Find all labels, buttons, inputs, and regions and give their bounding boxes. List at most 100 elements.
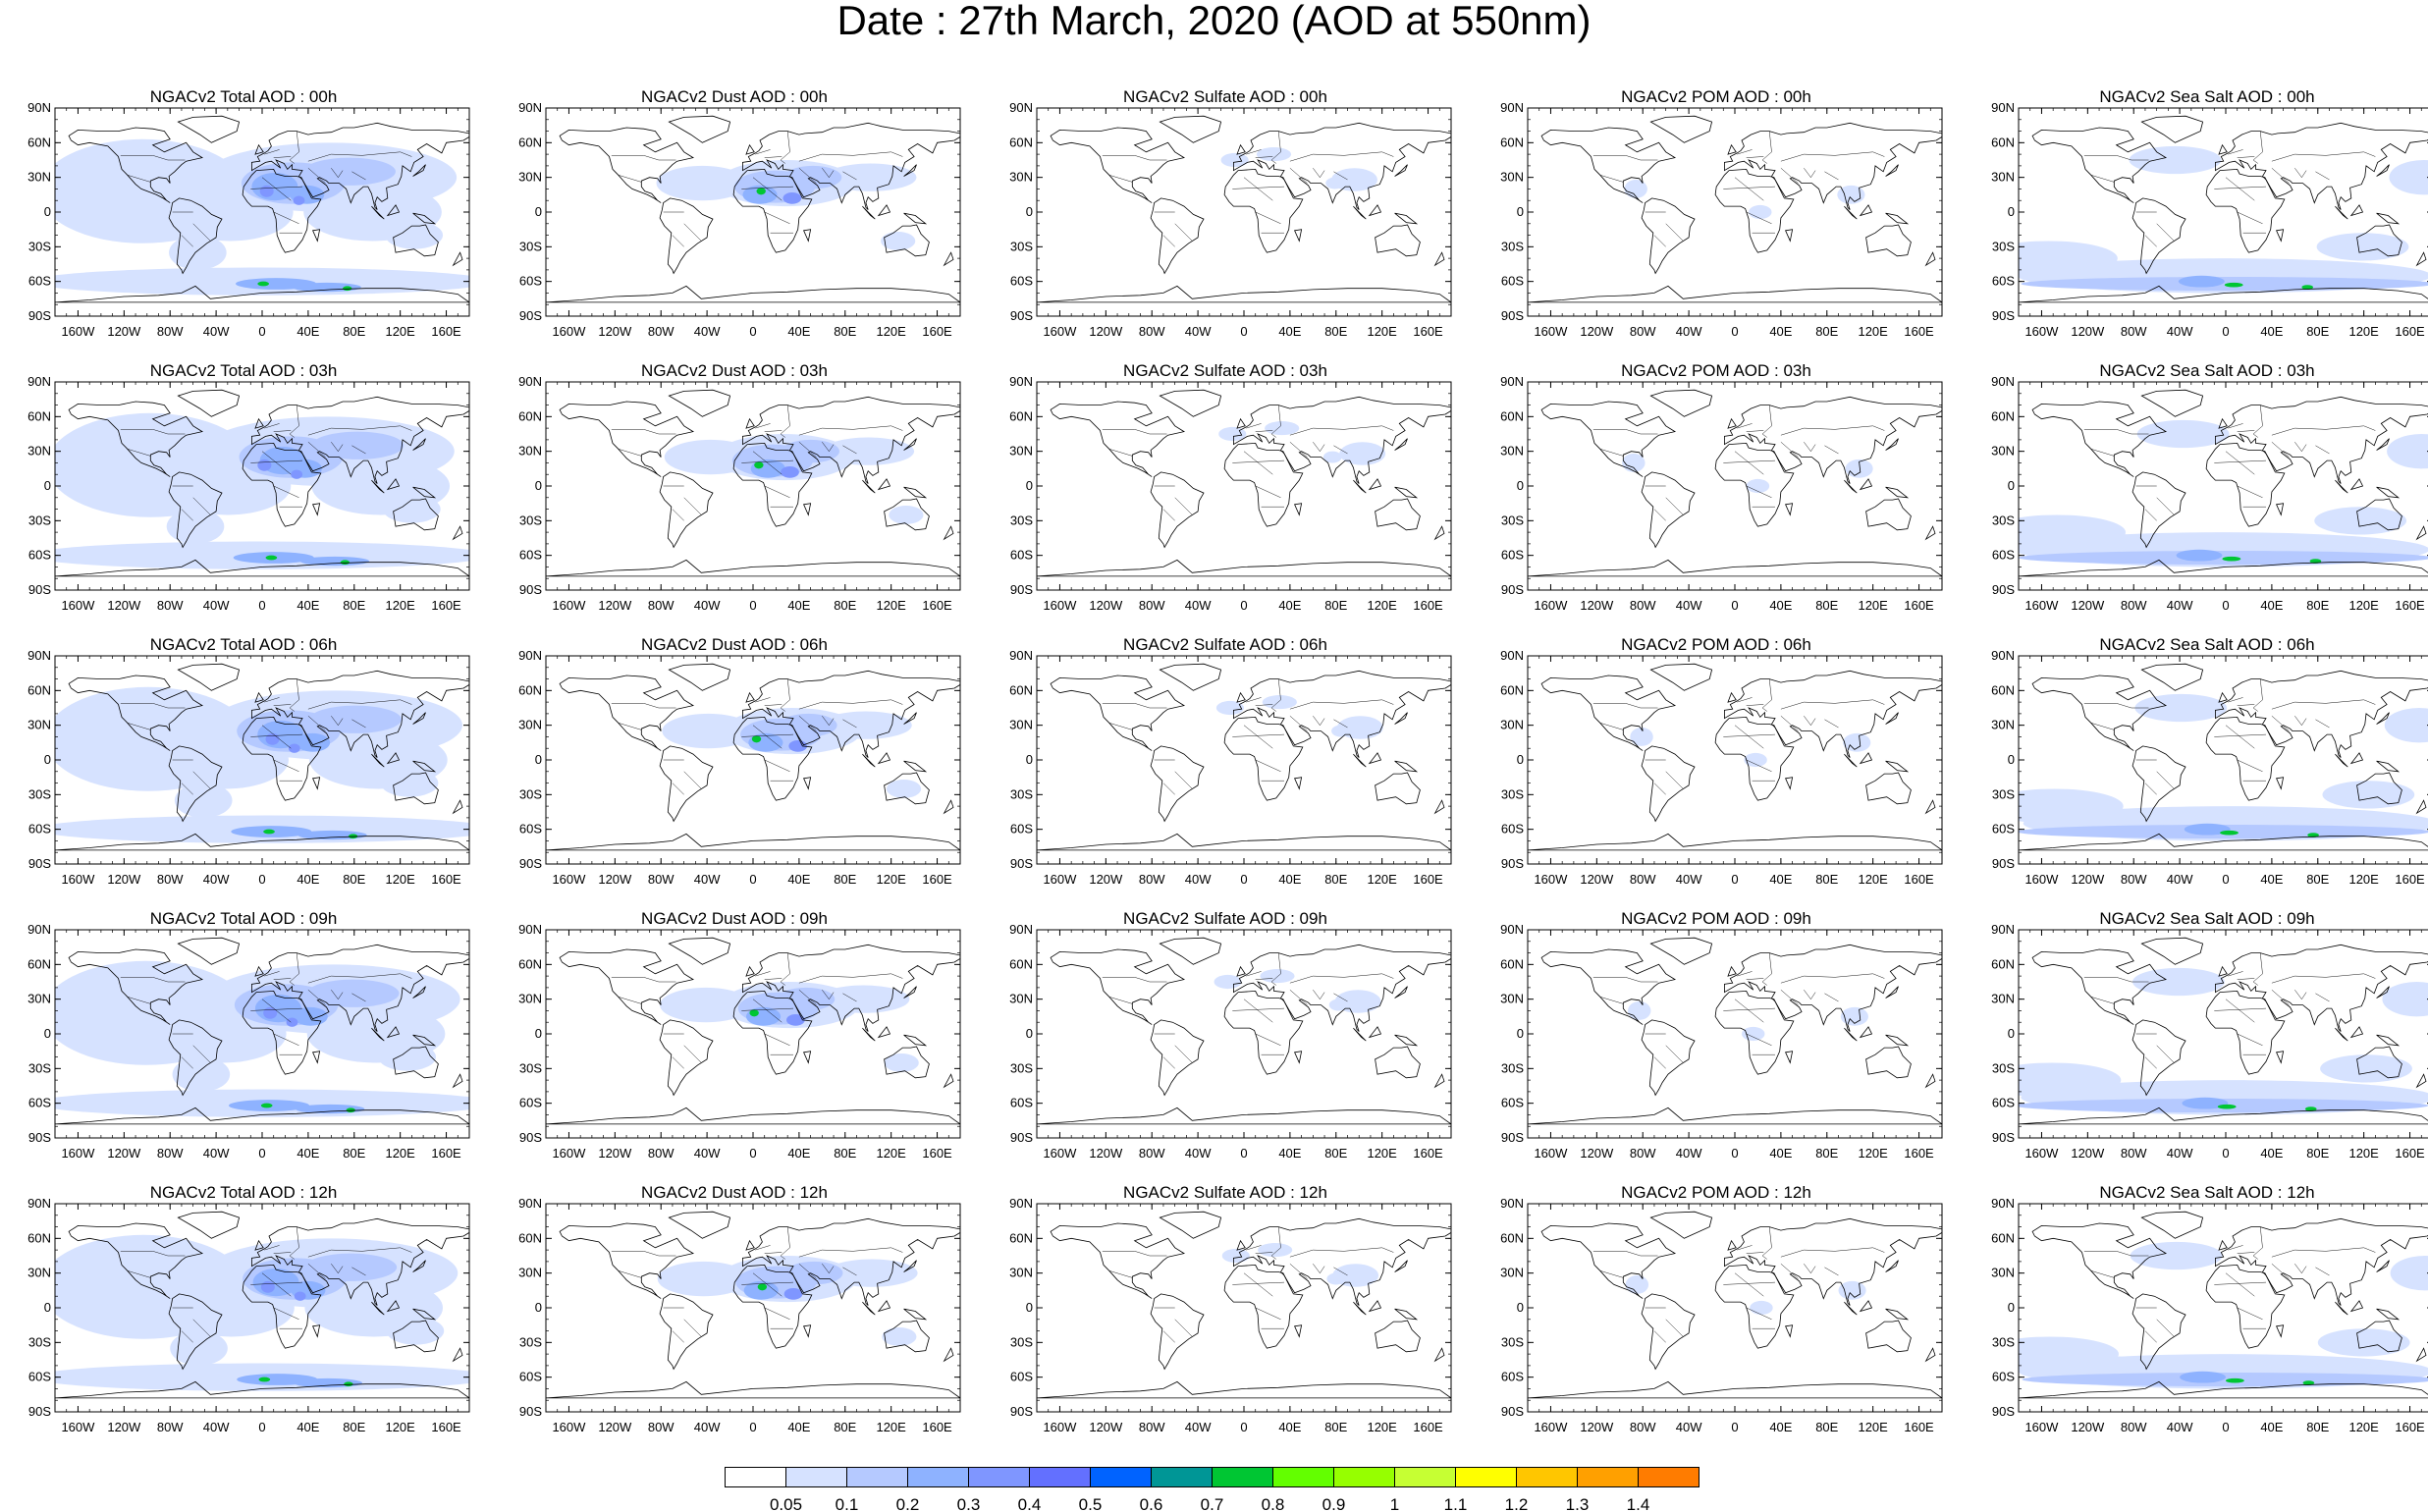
coastline xyxy=(1375,1046,1421,1079)
lon-tick-label: 80W xyxy=(157,324,184,339)
coastline xyxy=(1433,251,1445,267)
colorbar-label: 0.05 xyxy=(770,1495,802,1512)
coastline xyxy=(1375,772,1421,805)
coastline xyxy=(1865,772,1912,805)
coastline xyxy=(745,691,755,703)
lon-tick-label: 40W xyxy=(1185,324,1212,339)
colorbar-label: 0.6 xyxy=(1140,1495,1163,1512)
lon-tick-label: 160W xyxy=(2024,1420,2059,1434)
aerosol-field xyxy=(1322,451,1342,463)
world-map: 90N 60N 30N 0 30S 60S 90S 160W 120W 80W 40W 0 40E 80E… xyxy=(27,1196,470,1434)
coastline xyxy=(1714,442,1795,527)
coastline xyxy=(371,479,385,494)
aerosol-field xyxy=(306,979,400,1007)
aerosol-field xyxy=(2136,419,2230,449)
map-panel: NGACv2 Sulfate AOD : 09h 90N 60N 30N 0 30S 60S… xyxy=(999,910,1490,1175)
coastline xyxy=(2356,1320,2402,1353)
lon-tick-label: 160W xyxy=(1043,1146,1077,1161)
lat-tick-label: 90N xyxy=(1991,1196,2015,1211)
lon-tick-label: 160E xyxy=(431,872,461,887)
lon-tick-label: 80E xyxy=(834,598,856,613)
lon-tick-label: 40E xyxy=(1769,1146,1792,1161)
panel-title: NGACv2 POM AOD : 09h xyxy=(1621,909,1811,928)
lat-tick-label: 30S xyxy=(1992,786,2015,801)
lon-tick-label: 80E xyxy=(834,1420,856,1434)
lon-tick-label: 120E xyxy=(385,324,415,339)
lat-tick-label: 60N xyxy=(1991,956,2015,971)
panel-title: NGACv2 Dust AOD : 00h xyxy=(641,87,828,106)
lat-tick-label: 60S xyxy=(519,1096,542,1110)
coastline xyxy=(412,1308,437,1321)
coastline xyxy=(1394,486,1419,499)
coastline xyxy=(745,417,755,429)
aerosol-field xyxy=(1260,969,1295,984)
coastline xyxy=(1859,752,1873,765)
aerosol-field xyxy=(2224,282,2243,288)
coastline xyxy=(1236,691,1246,703)
lon-tick-label: 160W xyxy=(552,1420,586,1434)
map-panel: NGACv2 Sea Salt AOD : 12h 90N 60N 30N 0 30S 60… xyxy=(1981,1184,2428,1449)
aerosol-field xyxy=(2180,1371,2226,1383)
lon-tick-label: 40E xyxy=(1278,598,1301,613)
aerosol-field xyxy=(378,1043,437,1071)
lon-tick-label: 40W xyxy=(203,1146,230,1161)
coastline xyxy=(68,401,204,477)
coastline xyxy=(242,442,322,527)
lon-tick-label: 0 xyxy=(1240,324,1247,339)
coastline xyxy=(371,753,385,768)
lon-tick-label: 160W xyxy=(61,1146,95,1161)
lat-tick-label: 30N xyxy=(1009,444,1033,459)
coastline xyxy=(546,833,960,851)
coastline xyxy=(2019,1380,2428,1399)
aerosol-field xyxy=(2226,1377,2244,1383)
coastline xyxy=(1394,986,1408,999)
coastline xyxy=(1236,417,1246,429)
coastline xyxy=(393,224,439,257)
coastline xyxy=(2349,478,2364,491)
lat-tick-label: 60N xyxy=(27,956,51,971)
lon-tick-label: 40W xyxy=(694,872,721,887)
coastline xyxy=(254,1239,264,1251)
lat-tick-label: 60S xyxy=(519,548,542,563)
coastline xyxy=(546,285,960,303)
lon-tick-label: 160W xyxy=(552,872,586,887)
coastline xyxy=(2335,479,2348,494)
coastline xyxy=(2140,937,2204,965)
lon-tick-label: 160E xyxy=(1413,324,1443,339)
aerosol-field xyxy=(288,743,300,753)
coastline xyxy=(2349,204,2364,217)
lat-tick-label: 30S xyxy=(519,786,542,801)
coastline xyxy=(55,1107,469,1125)
colorbar-label: 0.1 xyxy=(836,1495,859,1512)
coastline xyxy=(2205,168,2286,253)
coastline xyxy=(1150,471,1205,549)
coastline xyxy=(1223,1264,1304,1349)
coastline xyxy=(2215,670,2428,758)
lat-tick-label: 30S xyxy=(28,239,51,253)
coastline xyxy=(1150,1019,1205,1097)
lon-tick-label: 120E xyxy=(1858,872,1888,887)
coastline xyxy=(877,1300,891,1313)
lon-tick-label: 120W xyxy=(107,598,141,613)
aerosol-field xyxy=(1265,421,1300,436)
aerosol-field xyxy=(2317,1328,2410,1357)
lon-tick-label: 80W xyxy=(157,872,184,887)
coastline xyxy=(2019,559,2428,577)
lat-tick-label: 0 xyxy=(44,204,51,219)
lon-tick-label: 160E xyxy=(922,324,952,339)
lon-tick-label: 40E xyxy=(2260,598,2283,613)
aerosol-field xyxy=(1258,1243,1293,1258)
coastline xyxy=(1844,479,1858,494)
coastline xyxy=(1037,1380,1451,1399)
coastline xyxy=(1885,1260,1899,1272)
lon-tick-label: 0 xyxy=(258,1420,265,1434)
lat-tick-label: 60S xyxy=(1992,822,2015,837)
lon-tick-label: 80W xyxy=(1630,324,1656,339)
coastline xyxy=(2335,1301,2348,1316)
colorbar-box xyxy=(1455,1467,1517,1487)
lat-tick-label: 90S xyxy=(1501,1130,1524,1145)
coastline xyxy=(1037,285,1451,303)
lon-tick-label: 120E xyxy=(1367,1146,1397,1161)
lon-tick-label: 40W xyxy=(1185,1146,1212,1161)
map-panel: NGACv2 Total AOD : 03h 90N 60N 30N 0 30S 60S 90… xyxy=(18,362,509,627)
